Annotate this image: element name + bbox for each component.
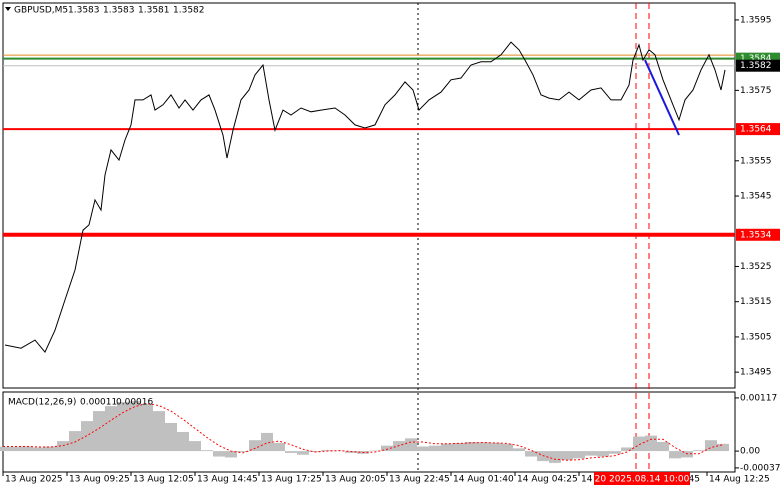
- macd-bar: [549, 451, 561, 463]
- macd-value: 0.00016: [116, 398, 153, 408]
- macd-bar: [105, 406, 117, 452]
- y-tick-label: 1.3575: [740, 86, 772, 96]
- y-tick-label: 1.3505: [740, 332, 772, 342]
- y-tick-label: 1.3495: [740, 368, 772, 378]
- x-tick-label: 45: [689, 475, 700, 485]
- macd-bar: [285, 451, 297, 453]
- main-frame: [2, 2, 736, 389]
- cursor-label-box: [594, 472, 690, 485]
- level-label: 1.3564: [740, 125, 772, 135]
- macd-bar: [249, 440, 261, 452]
- macd-bar: [69, 431, 81, 452]
- x-tick-label: 14 A: [581, 475, 602, 485]
- macd-bar: [189, 441, 201, 452]
- y-tick-label: 1.3555: [740, 156, 772, 166]
- y-tick-label: 1.3595: [740, 15, 772, 25]
- macd-bar: [561, 451, 573, 461]
- x-tick-label: 13 Aug 12:05: [133, 475, 194, 485]
- macd-bar: [93, 411, 105, 452]
- macd-bar: [273, 442, 285, 452]
- macd-bar: [501, 443, 513, 452]
- macd-bar: [573, 451, 585, 459]
- macd-bar: [465, 442, 477, 452]
- macd-bar: [417, 446, 429, 452]
- macd-bar: [453, 442, 465, 452]
- macd-bar: [9, 447, 21, 452]
- x-tick-label: 13 Aug 09:25: [69, 475, 130, 485]
- macd-bar: [237, 451, 249, 452]
- macd-title: MACD(12,26,9): [8, 398, 76, 408]
- y-tick-label: 0.00117: [740, 393, 777, 403]
- level-label-box: [736, 123, 780, 136]
- level-label: 1.3584: [740, 54, 772, 64]
- price-line: [4, 41, 726, 354]
- macd-bar: [717, 443, 729, 452]
- x-tick-label: 13 Aug 14:45: [197, 475, 258, 485]
- x-tick-label: 13 Aug 22:45: [389, 475, 450, 485]
- macd-bar: [645, 435, 657, 452]
- signal-line: [3, 402, 724, 461]
- level-label-box: [736, 59, 780, 72]
- macd-bar: [201, 450, 213, 452]
- macd-bar: [297, 451, 309, 455]
- y-tick-label: 1.3515: [740, 297, 772, 307]
- macd-bar: [657, 442, 669, 452]
- macd-bar: [633, 436, 645, 452]
- macd-bar: [489, 442, 501, 452]
- macd-bar: [213, 451, 225, 457]
- macd-bar: [669, 451, 681, 459]
- x-tick-label: 14 Aug 01:40: [453, 475, 514, 485]
- macd-bar: [525, 451, 537, 457]
- level-label-box: [736, 228, 780, 241]
- y-tick-label: -0.00037: [740, 463, 780, 473]
- ohlc-value: 1.3583: [103, 6, 135, 16]
- macd-bar: [153, 411, 165, 452]
- macd-bar: [45, 446, 57, 452]
- symbol-label: GBPUSD,M5: [14, 6, 68, 16]
- x-tick-label: 14 Aug 04:25: [517, 475, 578, 485]
- macd-bar: [429, 445, 441, 452]
- macd-bar: [33, 447, 45, 452]
- macd-bar: [369, 450, 381, 452]
- y-tick-label: 1.3525: [740, 262, 772, 272]
- y-tick-label: 1.3545: [740, 192, 772, 202]
- level-label-box: [736, 52, 780, 65]
- macd-bar: [441, 443, 453, 452]
- macd-bar: [621, 447, 633, 452]
- macd-bar: [597, 451, 609, 457]
- macd-bar: [477, 442, 489, 452]
- macd-bar: [165, 422, 177, 452]
- macd-bar: [705, 440, 717, 452]
- macd-bar: [141, 403, 153, 452]
- ohlc-value: 1.3583: [68, 6, 100, 16]
- y-tick-label: 0.00: [740, 447, 760, 457]
- x-tick-label: 13 Aug 2025: [5, 475, 63, 485]
- macd-bar: [381, 445, 393, 452]
- cursor-label: 20 2025.08.14 10:00: [595, 475, 690, 485]
- macd-bar: [609, 451, 621, 454]
- macd-bar: [513, 448, 525, 452]
- macd-bar: [177, 432, 189, 452]
- macd-bar: [0, 447, 9, 452]
- level-label: 1.3534: [740, 230, 772, 240]
- macd-bar: [693, 450, 705, 452]
- x-tick-label: 14 Aug 12:25: [709, 475, 770, 485]
- macd-bar: [225, 451, 237, 458]
- level-label: 1.3582: [740, 61, 772, 71]
- macd-frame: [2, 391, 736, 473]
- ohlc-value: 1.3582: [173, 6, 205, 16]
- macd-bar: [117, 402, 129, 452]
- trend-line: [644, 59, 680, 136]
- menu-icon: [5, 7, 11, 11]
- macd-value: 0.00011: [80, 398, 117, 408]
- macd-bar: [585, 451, 597, 456]
- macd-bar: [129, 401, 141, 452]
- macd-bar: [261, 432, 273, 452]
- ohlc-value: 1.3581: [138, 6, 170, 16]
- macd-bar: [21, 446, 33, 452]
- macd-bar: [405, 438, 417, 452]
- x-tick-label: 13 Aug 17:25: [261, 475, 322, 485]
- x-tick-label: 13 Aug 20:05: [325, 475, 386, 485]
